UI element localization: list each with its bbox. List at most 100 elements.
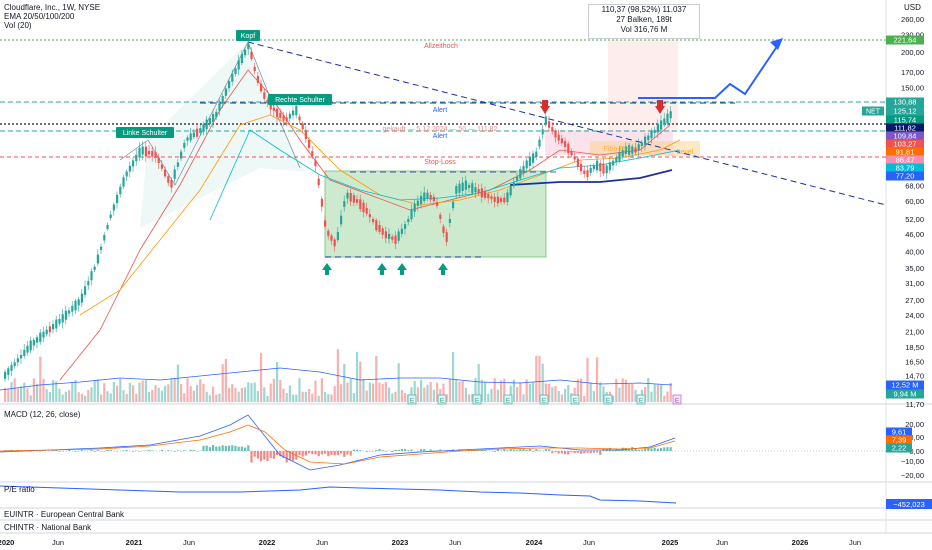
macd-histogram-bar	[68, 449, 71, 451]
volume-bar	[218, 393, 221, 402]
earnings-marker[interactable]	[636, 394, 646, 405]
volume-bar	[564, 388, 567, 402]
candle	[151, 150, 154, 157]
candle	[154, 151, 157, 158]
projection-arrow[interactable]	[638, 41, 781, 99]
earnings-marker-label: E	[475, 398, 480, 405]
volume-bar	[157, 387, 160, 402]
earnings-marker[interactable]	[570, 394, 580, 405]
macd-histogram-bar	[288, 451, 291, 461]
volume-bar	[554, 386, 557, 402]
volume-bar	[234, 387, 237, 402]
macd-histogram-bar	[39, 451, 42, 452]
macd-histogram-bar	[343, 451, 346, 457]
volume-bar	[68, 390, 71, 402]
candle	[301, 123, 304, 130]
volume-bar	[42, 378, 45, 402]
macd-label[interactable]: MACD (12, 26, close)	[4, 410, 81, 419]
candle	[458, 183, 461, 193]
candle	[346, 192, 349, 199]
down-arrow-marker	[540, 106, 550, 114]
ema-legend[interactable]: EMA 20/50/100/200	[4, 12, 75, 21]
earnings-marker[interactable]	[603, 394, 613, 405]
macd-histogram-bar	[618, 449, 621, 451]
volume-bar	[432, 389, 435, 402]
candles-group[interactable]	[4, 40, 672, 382]
volume-bar	[516, 387, 519, 402]
macd-histogram-bar	[324, 451, 327, 454]
volume-bar	[16, 388, 19, 402]
earnings-marker[interactable]	[407, 394, 417, 405]
price-badge: 221,64	[894, 36, 917, 45]
earnings-marker[interactable]	[437, 394, 447, 405]
volume-bar	[567, 384, 570, 402]
up-arrow-marker	[322, 263, 332, 270]
volume-bar	[7, 388, 10, 402]
macd-histogram-bar	[244, 447, 247, 451]
candle	[167, 176, 170, 183]
volume-bar	[544, 383, 547, 402]
candle	[464, 180, 467, 190]
price-axis[interactable]: 260,00230,00200,00170,00150,00135,00120,…	[901, 15, 924, 409]
volume-bar	[93, 380, 96, 402]
volume-bar	[192, 390, 195, 402]
price-badge: 77,20	[896, 172, 915, 181]
candle	[500, 198, 503, 202]
accumulation-box[interactable]	[324, 170, 547, 258]
candle	[122, 177, 125, 187]
volume-bar	[116, 385, 119, 402]
candle	[388, 233, 391, 240]
volume-bar	[132, 385, 135, 402]
volume-bar	[164, 385, 167, 402]
candle	[74, 300, 77, 311]
volume-bar	[276, 362, 279, 402]
currency-label[interactable]: USD	[904, 3, 921, 12]
volume-bar	[592, 390, 595, 402]
time-axis[interactable]: 2020 Jun 2021 Jun 2022 Jun 2023 Jun 2024 Jun 2025 J…	[0, 538, 861, 547]
macd-histogram-bar	[336, 451, 339, 456]
volume-bar	[634, 389, 637, 402]
chintr-label[interactable]: CHINTR · National Bank	[4, 523, 92, 532]
earnings-marker[interactable]	[539, 394, 549, 405]
volume-bar	[135, 393, 138, 402]
volume-bar	[541, 363, 544, 402]
macd-badges: 9,617,392,22	[886, 427, 912, 453]
vol-legend[interactable]: Vol (20)	[4, 21, 32, 30]
symbol-title[interactable]: Cloudflare, Inc., 1W, NYSE	[4, 3, 101, 12]
earnings-marker[interactable]	[472, 394, 482, 405]
volume-bar	[496, 389, 499, 402]
up-arrow-marker-stem	[400, 270, 404, 275]
macd-histogram-bar	[221, 445, 224, 451]
price-badge-bg	[886, 139, 924, 149]
volume-bar	[109, 393, 112, 402]
candle	[205, 119, 208, 130]
volume-bar	[128, 382, 131, 402]
volume-bar	[260, 353, 263, 402]
macd-histogram-bar	[317, 451, 320, 457]
volume-bar	[362, 379, 365, 402]
pe-label[interactable]: P/E ratio	[4, 485, 35, 494]
earnings-marker[interactable]	[503, 394, 513, 405]
candle	[426, 192, 429, 199]
price-tick-label: 11,70	[906, 400, 924, 409]
volume-bar	[368, 382, 371, 402]
volume-bar	[125, 393, 128, 402]
volume-bar	[445, 394, 448, 402]
macd-histogram-bar	[493, 451, 496, 452]
euintr-label[interactable]: EUINTR · European Central Bank	[4, 510, 125, 519]
volume-bar	[503, 378, 506, 402]
earnings-marker[interactable]	[672, 394, 682, 405]
price-badge-bg	[886, 106, 924, 116]
volume-bar	[586, 357, 589, 402]
candle	[250, 51, 253, 59]
volume-bar	[487, 393, 490, 402]
macd-histogram-bar	[180, 451, 183, 452]
candle	[404, 224, 407, 229]
volume-bar	[624, 379, 627, 402]
candle	[4, 371, 7, 379]
time-tick-label: 2025	[662, 538, 679, 547]
profit-zone[interactable]	[608, 40, 678, 130]
earnings-marker-label: E	[573, 398, 578, 405]
